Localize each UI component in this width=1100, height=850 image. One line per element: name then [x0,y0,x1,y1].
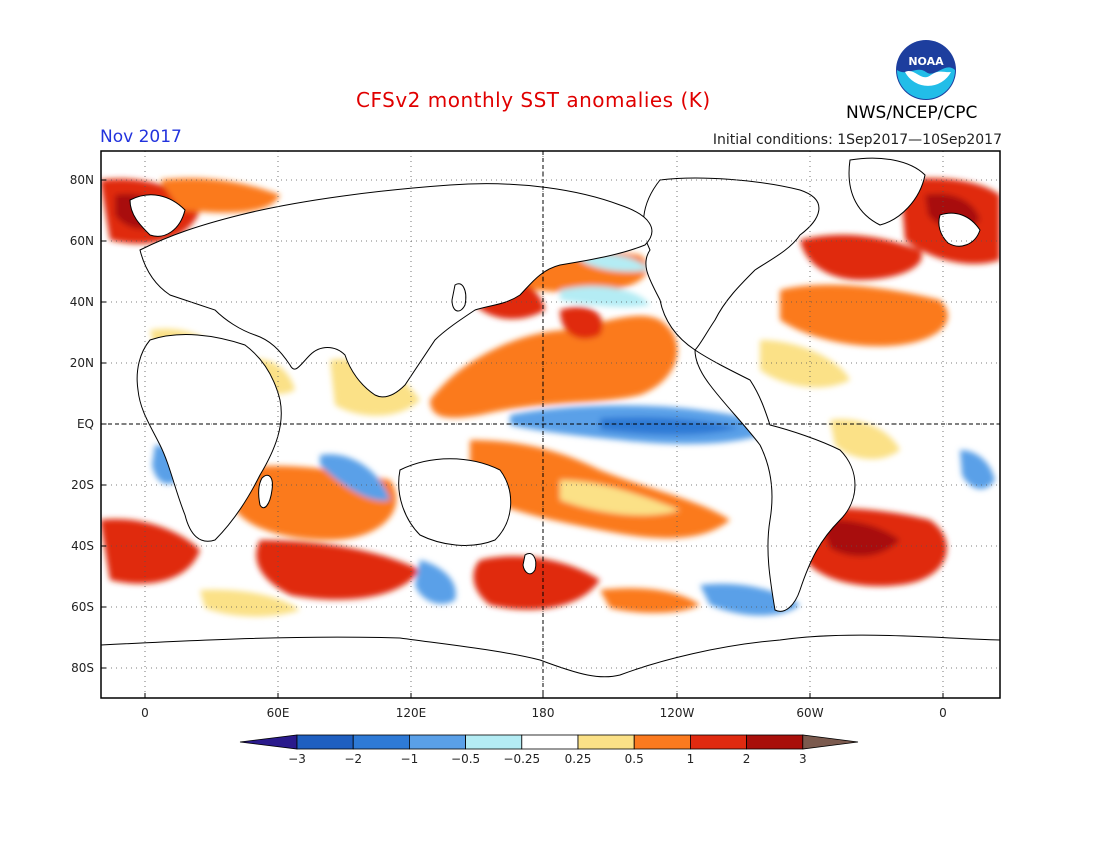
lat-tick-label: 60S [71,600,94,614]
lon-tick-label: 120E [396,706,427,720]
colorbar-segment [465,734,523,750]
colorbar-segment [633,734,691,750]
colorbar-tick-label: −1 [401,752,419,766]
longitude-labels: 0 60E 120E 180 120W 60W 0 [141,693,947,720]
colorbar-low-arrow [239,734,298,750]
colorbar-tick-label: −0.25 [503,752,540,766]
colorbar: −3 −2 −1 −0.5 −0.25 0.25 0.5 1 2 3 [239,734,859,766]
lon-tick-label: 60E [267,706,290,720]
initial-conditions-label: Initial conditions: 1Sep2017—10Sep2017 [712,132,1002,148]
lat-tick-label: 40S [71,539,94,553]
lon-tick-label: 0 [141,706,149,720]
colorbar-segment [296,734,354,750]
colorbar-tick-label: −0.5 [451,752,480,766]
lat-tick-label: 20S [71,478,94,492]
colorbar-segment [746,734,804,750]
colorbar-tick-label: 0.5 [625,752,644,766]
colorbar-tick-label: 2 [743,752,751,766]
lat-tick-label: EQ [77,417,94,431]
lat-tick-label: 60N [70,234,94,248]
colorbar-tick-label: 1 [687,752,695,766]
noaa-logo-text: NOAA [908,55,944,68]
colorbar-segment [352,734,410,750]
noaa-logo-icon: NOAA [896,40,956,100]
lon-tick-label: 0 [939,706,947,720]
lat-tick-label: 20N [70,356,94,370]
lat-tick-label: 40N [70,295,94,309]
lon-tick-label: 180 [532,706,555,720]
lat-tick-label: 80S [71,661,94,675]
map-title: CFSv2 monthly SST anomalies (K) [356,88,711,112]
lat-tick-label: 80N [70,173,94,187]
colorbar-tick-label: −2 [344,752,362,766]
latitude-labels: 80N 60N 40N 20N EQ 20S 40S 60S 80S [70,173,106,675]
colorbar-high-arrow [802,734,859,750]
colorbar-segment [577,734,635,750]
colorbar-segment [521,734,579,750]
colorbar-tick-label: −3 [288,752,306,766]
month-label: Nov 2017 [100,127,182,147]
land-outlines [101,157,1000,698]
lon-tick-label: 60W [796,706,823,720]
colorbar-tick-label: 3 [799,752,807,766]
colorbar-segment [408,734,466,750]
lon-tick-label: 120W [660,706,695,720]
colorbar-segment [690,734,748,750]
colorbar-tick-label: 0.25 [565,752,592,766]
agency-label: NWS/NCEP/CPC [846,103,978,123]
